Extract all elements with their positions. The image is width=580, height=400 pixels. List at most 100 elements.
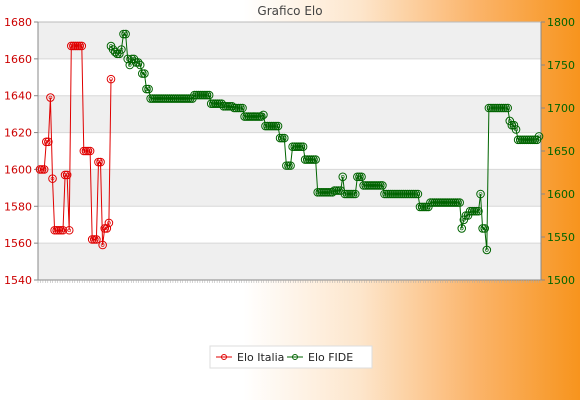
data-point-inner xyxy=(478,192,483,196)
data-point xyxy=(135,60,145,70)
data-point-inner xyxy=(61,228,65,233)
data-point-inner xyxy=(207,93,211,97)
data-point-inner xyxy=(111,47,115,52)
data-point-inner xyxy=(79,44,84,48)
data-point xyxy=(457,224,467,233)
data-point-inner xyxy=(240,106,245,110)
data-point-inner xyxy=(94,237,99,242)
data-point xyxy=(534,132,544,141)
legend-swatch-marker xyxy=(292,354,298,360)
data-point xyxy=(104,218,114,228)
left-tick-label: 1540 xyxy=(4,274,32,287)
data-point-inner xyxy=(142,71,147,76)
data-point-inner xyxy=(485,248,489,252)
data-point-inner xyxy=(340,175,345,179)
chart-title: Grafico Elo xyxy=(257,4,323,18)
plot-area xyxy=(38,22,541,280)
data-point-inner xyxy=(380,183,385,188)
data-point-inner xyxy=(138,63,143,67)
right-tick-label: 1500 xyxy=(547,274,575,287)
data-point xyxy=(238,103,247,113)
data-point xyxy=(509,120,519,130)
data-point xyxy=(482,245,492,255)
left-tick-label: 1620 xyxy=(4,127,32,140)
data-point-inner xyxy=(476,209,481,213)
data-point xyxy=(96,157,105,167)
data-point xyxy=(378,181,387,190)
left-tick-label: 1580 xyxy=(4,200,32,213)
data-point-inner xyxy=(46,139,51,144)
data-point-inner xyxy=(416,192,420,196)
data-point xyxy=(77,41,87,51)
data-point-inner xyxy=(276,124,280,128)
data-point xyxy=(298,142,308,151)
data-point-inner xyxy=(119,47,124,52)
data-point xyxy=(48,174,57,183)
data-point xyxy=(140,69,149,78)
grid-band xyxy=(38,169,541,207)
data-point-inner xyxy=(100,243,105,247)
data-point-inner xyxy=(457,200,462,205)
data-point xyxy=(503,103,512,113)
data-point xyxy=(85,146,95,156)
data-point xyxy=(58,225,68,235)
data-point-inner xyxy=(288,163,293,168)
data-point-inner xyxy=(537,134,541,139)
data-point-inner xyxy=(50,176,55,181)
data-point-inner xyxy=(105,226,109,231)
data-point-inner xyxy=(505,106,510,110)
data-point xyxy=(474,206,483,216)
right-tick-label: 1750 xyxy=(547,59,575,72)
data-point xyxy=(133,58,143,67)
grid-band xyxy=(38,95,541,133)
data-point-inner xyxy=(48,95,53,100)
data-point xyxy=(102,224,112,233)
data-point-inner xyxy=(261,113,266,117)
data-point-inner xyxy=(359,175,364,179)
legend-swatch-marker xyxy=(221,354,227,360)
right-tick-label: 1800 xyxy=(547,16,575,29)
data-point xyxy=(279,133,289,143)
data-point-inner xyxy=(353,192,358,196)
data-point-inner xyxy=(127,63,132,67)
data-point-inner xyxy=(125,57,130,61)
data-point xyxy=(121,29,130,39)
data-point xyxy=(257,112,266,121)
left-tick-label: 1640 xyxy=(4,90,32,103)
data-point-inner xyxy=(313,157,318,162)
data-point-inner xyxy=(65,173,69,177)
data-point-inner xyxy=(482,226,487,231)
data-point-inner xyxy=(301,144,305,149)
data-point-inner xyxy=(514,127,518,132)
data-point-inner xyxy=(282,136,287,140)
data-point-inner xyxy=(136,60,140,65)
right-tick-label: 1550 xyxy=(547,231,575,244)
grid-band xyxy=(38,22,541,59)
data-point xyxy=(144,84,153,94)
data-point-inner xyxy=(88,149,92,153)
data-point-inner xyxy=(67,228,72,233)
data-point xyxy=(46,93,55,102)
data-point xyxy=(98,240,107,250)
legend-label: Elo FIDE xyxy=(308,351,353,364)
data-point xyxy=(455,198,464,207)
right-tick-label: 1650 xyxy=(547,145,575,158)
data-point-inner xyxy=(146,87,151,91)
data-point xyxy=(311,155,320,164)
data-point-inner xyxy=(98,160,103,164)
data-point xyxy=(357,172,366,182)
data-point xyxy=(259,110,268,120)
data-point xyxy=(123,54,132,64)
data-point-inner xyxy=(109,77,113,81)
data-point xyxy=(64,225,74,235)
data-point xyxy=(39,165,49,174)
grid-band xyxy=(38,243,541,280)
data-point-inner xyxy=(459,226,464,231)
left-tick-label: 1660 xyxy=(4,53,32,66)
left-tick-label: 1680 xyxy=(4,16,32,29)
data-point xyxy=(338,172,348,182)
right-tick-label: 1600 xyxy=(547,188,575,201)
data-point xyxy=(286,161,295,170)
